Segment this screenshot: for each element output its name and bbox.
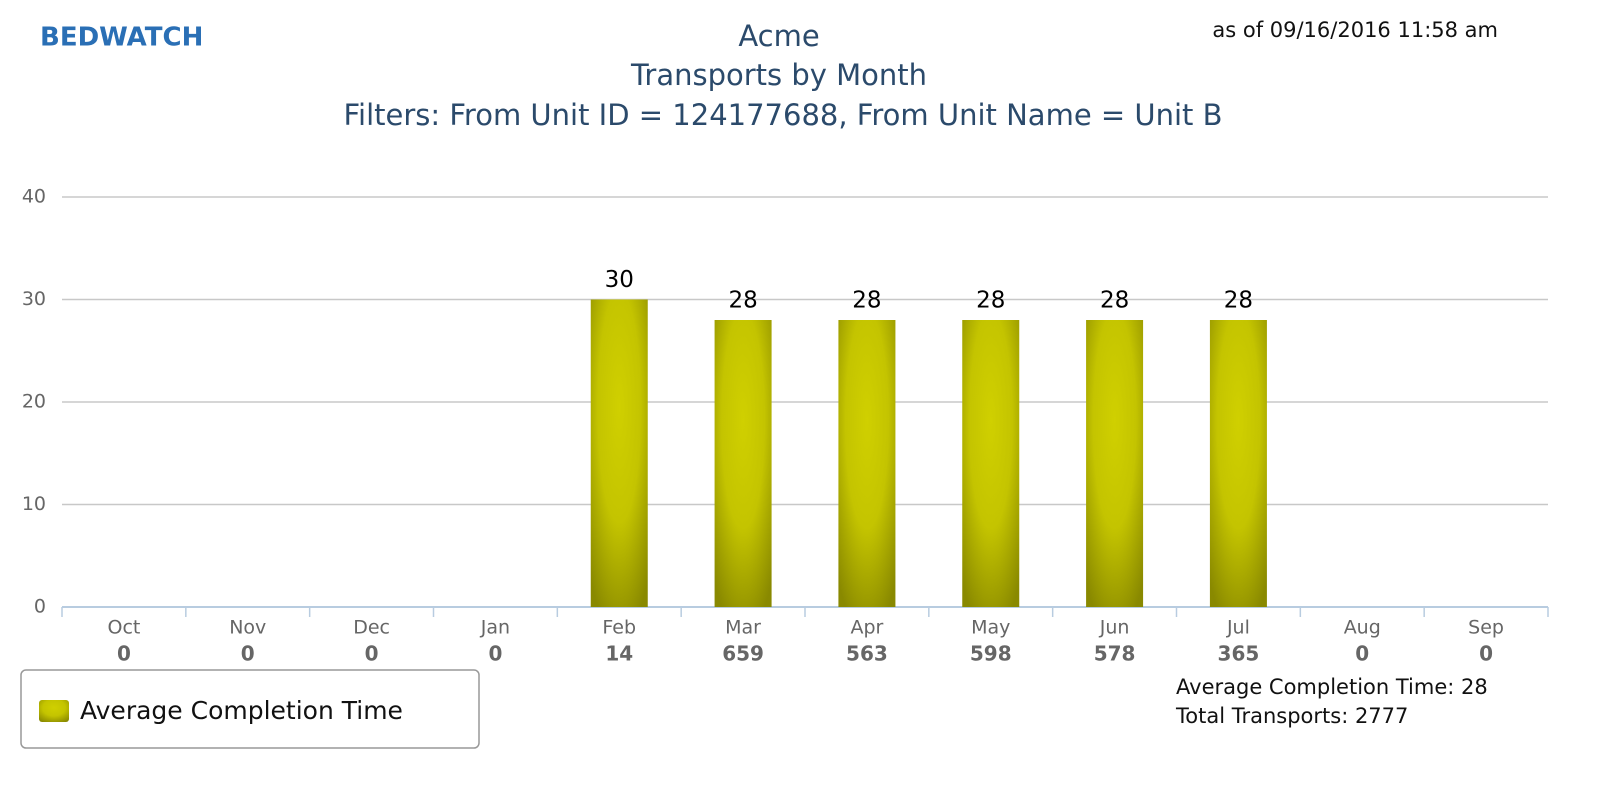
legend-box [20, 669, 480, 749]
y-tick-label: 10 [22, 493, 46, 515]
summary: Average Completion Time: 28 [1176, 675, 1488, 699]
summary: Total Transports: 2777 [1175, 704, 1408, 728]
value-label: 28 [852, 288, 881, 314]
x-tick-label: Aug [1344, 617, 1381, 639]
x-tick-label: Oct [107, 617, 140, 639]
y-tick-label: 30 [22, 288, 46, 310]
x-tick-label: Jan [480, 617, 510, 639]
count-label: 0 [1355, 642, 1369, 666]
value-label: 30 [605, 267, 634, 293]
x-tick-label: Feb [602, 617, 636, 639]
y-tick-label: 20 [22, 391, 46, 413]
count-label: 578 [1094, 642, 1136, 666]
x-tick-label: Nov [229, 617, 266, 639]
chart-title: Acme [738, 19, 819, 53]
count-label: 365 [1218, 642, 1260, 666]
count-label: 659 [722, 642, 764, 666]
x-tick-label: Jul [1226, 617, 1250, 639]
value-label: 28 [976, 288, 1005, 314]
x-tick-label: Dec [353, 617, 390, 639]
legend-swatch [39, 700, 69, 722]
x-tick-label: Apr [850, 617, 883, 639]
timestamp: as of 09/16/2016 11:58 am [1212, 18, 1498, 42]
count-label: 0 [117, 642, 131, 666]
x-tick-label: Jun [1099, 617, 1130, 639]
y-tick-label: 40 [22, 186, 46, 208]
count-label: 0 [1479, 642, 1493, 666]
legend-label: Average Completion Time [80, 696, 403, 725]
count-label: 14 [605, 642, 633, 666]
count-label: 0 [488, 642, 502, 666]
value-label: 28 [728, 288, 757, 314]
x-tick-label: May [971, 617, 1010, 639]
count-label: 0 [241, 642, 255, 666]
bar [1086, 320, 1144, 607]
value-label: 28 [1100, 288, 1129, 314]
logo: BEDWATCH [40, 23, 203, 53]
bar [590, 299, 648, 607]
filters: Filters: From Unit ID = 124177688, From … [343, 98, 1222, 132]
x-tick-label: Mar [725, 617, 761, 639]
count-label: 0 [365, 642, 379, 666]
bar [962, 320, 1020, 607]
y-tick-label: 0 [34, 596, 46, 618]
count-label: 598 [970, 642, 1012, 666]
count-label: 563 [846, 642, 888, 666]
bar [1209, 320, 1267, 607]
x-tick-label: Sep [1468, 617, 1504, 639]
bar [714, 320, 772, 607]
bar [838, 320, 896, 607]
value-label: 28 [1224, 288, 1253, 314]
chart-subtitle: Transports by Month [630, 58, 927, 92]
